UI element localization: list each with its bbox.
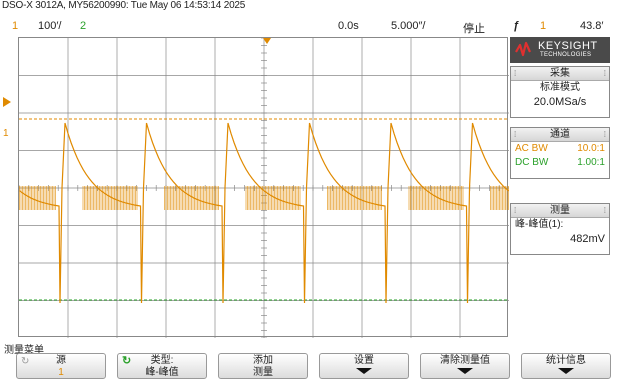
measure-value: 482mV bbox=[570, 233, 605, 245]
trigger-icon: ƒ bbox=[513, 20, 520, 32]
ch2-number: 2 bbox=[80, 20, 87, 32]
trigger-level-marker bbox=[3, 97, 11, 107]
time-scale: 5.000″/ bbox=[391, 20, 426, 32]
logo-brand: KEYSIGHT bbox=[538, 40, 598, 52]
channel-row-1: AC BW 10.0:1 bbox=[511, 142, 609, 156]
acquisition-panel[interactable]: ⁞ 采集 ⁞ 标准模式 20.0MSa/s bbox=[510, 66, 610, 118]
run-state: 停止 bbox=[463, 23, 485, 35]
ch1-scale: 100′/ bbox=[38, 20, 62, 32]
softkey-settings[interactable]: 设置 bbox=[319, 353, 409, 379]
menu-title: 测量菜单 bbox=[4, 345, 44, 356]
acquisition-mode: 标准模式 bbox=[540, 82, 580, 93]
softkey-clear-measurements[interactable]: 清除测量值 bbox=[420, 353, 510, 379]
channel-2-probe: 1.00:1 bbox=[577, 157, 605, 168]
ch1-ground-marker: 1 bbox=[3, 128, 9, 139]
trigger-channel: 1 bbox=[540, 20, 547, 32]
channel-1-bw: AC BW bbox=[515, 143, 548, 154]
waveform-display[interactable] bbox=[18, 37, 510, 339]
softkey-statistics[interactable]: 统计信息 bbox=[521, 353, 611, 379]
rotate-icon: ↻ bbox=[21, 356, 30, 367]
channel-1-probe: 10.0:1 bbox=[577, 143, 605, 154]
softkey-type[interactable]: ↻ 类型: 峰-峰值 bbox=[117, 353, 207, 379]
logo-sub: TECHNOLOGIES bbox=[540, 52, 592, 58]
submenu-arrow-icon bbox=[558, 368, 574, 374]
acquisition-title: 采集 bbox=[550, 68, 570, 79]
keysight-logo: KEYSIGHT TECHNOLOGIES bbox=[510, 37, 610, 63]
measure-item: 峰-峰值(1): bbox=[515, 219, 564, 230]
measure-title: 测量 bbox=[550, 205, 570, 216]
softkey-source[interactable]: ↻ 源 1 bbox=[16, 353, 106, 379]
ch1-noise-band bbox=[19, 186, 509, 210]
ch1-number: 1 bbox=[12, 20, 19, 32]
channels-panel[interactable]: ⁞ 通道 ⁞ AC BW 10.0:1 DC BW 1.00:1 bbox=[510, 127, 610, 179]
time-offset: 0.0s bbox=[338, 20, 359, 32]
submenu-arrow-icon bbox=[457, 368, 473, 374]
sample-rate: 20.0MSa/s bbox=[533, 96, 587, 108]
channel-row-2: DC BW 1.00:1 bbox=[511, 156, 609, 170]
submenu-arrow-icon bbox=[356, 368, 372, 374]
waveform-svg bbox=[18, 37, 510, 339]
channel-2-bw: DC BW bbox=[515, 157, 549, 168]
channels-title: 通道 bbox=[550, 129, 570, 140]
measurements-panel[interactable]: ⁞ 测量 ⁞ 峰-峰值(1): 482mV bbox=[510, 203, 610, 255]
softkey-add-measurement[interactable]: 添加 测量 bbox=[218, 353, 308, 379]
instrument-title: DSO-X 3012A, MY56200990: Tue May 06 14:5… bbox=[2, 0, 246, 11]
select-knob-icon: ↻ bbox=[122, 355, 132, 367]
trigger-position-marker bbox=[263, 38, 271, 44]
trigger-level: 43.8′ bbox=[580, 20, 604, 32]
